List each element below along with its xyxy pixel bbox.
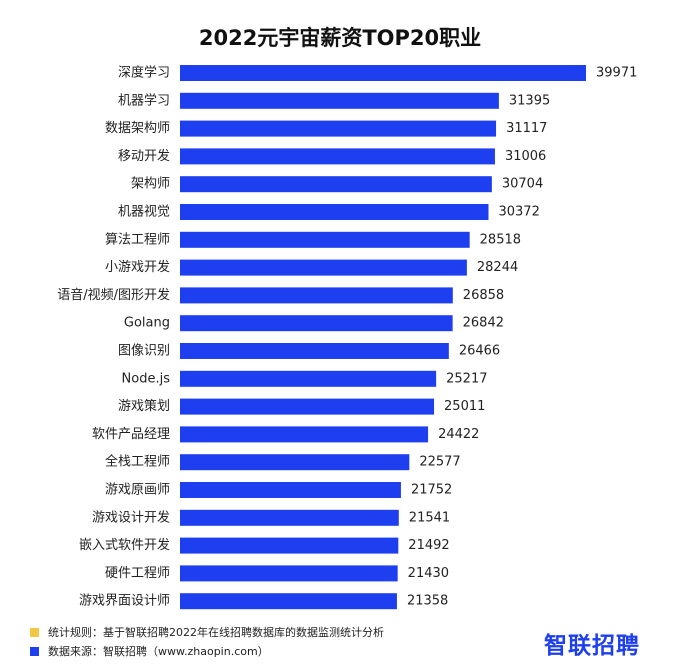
bar	[180, 370, 437, 387]
value-label: 21430	[408, 566, 449, 581]
chart-title: 2022元宇宙薪资TOP20职业	[198, 26, 482, 50]
category-label: 嵌入式软件开发	[79, 537, 170, 553]
note-source: 数据来源：智联招聘（www.zhaopin.com）	[30, 643, 269, 659]
category-label: 游戏界面设计师	[79, 594, 170, 609]
bar	[180, 482, 401, 498]
bar	[180, 398, 435, 415]
category-label: Golang	[124, 316, 170, 331]
bar	[180, 92, 499, 109]
category-label: 软件产品经理	[92, 427, 170, 442]
bar	[180, 509, 399, 526]
footer: 统计规则：基于智联招聘2022年在线招聘数据库的数据监测统计分析 数据来源：智联…	[30, 624, 650, 660]
value-label: 31006	[505, 149, 546, 164]
value-label: 25011	[444, 399, 485, 414]
value-label: 22577	[419, 455, 460, 470]
bar	[180, 426, 429, 443]
bar	[180, 343, 449, 359]
category-label: 全栈工程师	[105, 454, 170, 470]
note-rule-swatch	[30, 628, 39, 637]
category-label: 机器学习	[118, 92, 170, 108]
value-label: 21752	[411, 483, 452, 498]
value-label: 21541	[409, 510, 450, 525]
value-label: 30372	[498, 205, 539, 220]
category-label: 语音/视频/图形开发	[57, 287, 170, 303]
value-label: 28518	[480, 232, 521, 247]
category-label: 游戏策划	[118, 398, 170, 414]
note-source-text: 数据来源：智联招聘（www.zhaopin.com）	[48, 645, 269, 658]
value-label: 39971	[596, 66, 637, 81]
category-label: Node.js	[122, 371, 171, 386]
bar	[180, 231, 470, 248]
bar	[180, 259, 467, 276]
value-label: 28244	[477, 260, 518, 275]
category-label: 算法工程师	[105, 232, 170, 247]
category-label: 硬件工程师	[105, 566, 170, 581]
category-label: 小游戏开发	[105, 259, 170, 275]
value-label: 31117	[506, 121, 547, 136]
value-label: 25217	[446, 371, 487, 386]
category-label: 移动开发	[118, 148, 170, 164]
category-label: 深度学习	[118, 65, 170, 81]
value-label: 30704	[502, 177, 543, 192]
bar	[180, 537, 399, 554]
value-label: 26858	[463, 288, 504, 303]
bar	[180, 315, 453, 332]
category-label: 游戏设计开发	[92, 509, 170, 525]
bar	[180, 120, 497, 137]
category-label: 数据架构师	[105, 121, 170, 136]
bar	[180, 176, 492, 193]
bar	[180, 204, 489, 220]
value-label: 24422	[438, 427, 479, 442]
bar	[180, 454, 410, 471]
category-label: 机器视觉	[118, 205, 170, 220]
bar-chart: 深度学习 39971 机器学习 31395 数据架构师 31117 移动开发 31006 架构师…	[57, 65, 637, 610]
category-label: 架构师	[131, 177, 170, 192]
bar	[180, 65, 586, 81]
value-label: 21358	[407, 594, 448, 609]
value-label: 26842	[463, 316, 504, 331]
bar	[180, 565, 398, 582]
note-rule-text: 统计规则：基于智联招聘2022年在线招聘数据库的数据监测统计分析	[48, 626, 384, 639]
category-label: 图像识别	[118, 344, 170, 359]
value-label: 21492	[408, 538, 449, 553]
note-source-swatch	[30, 647, 39, 656]
bar	[180, 593, 397, 610]
value-label: 31395	[509, 93, 550, 108]
bar	[180, 287, 453, 304]
brand-logo: 智联招聘	[544, 633, 640, 659]
bar	[180, 148, 495, 165]
category-label: 游戏原画师	[105, 483, 170, 498]
note-rule: 统计规则：基于智联招聘2022年在线招聘数据库的数据监测统计分析	[30, 624, 384, 640]
value-label: 26466	[459, 344, 500, 359]
